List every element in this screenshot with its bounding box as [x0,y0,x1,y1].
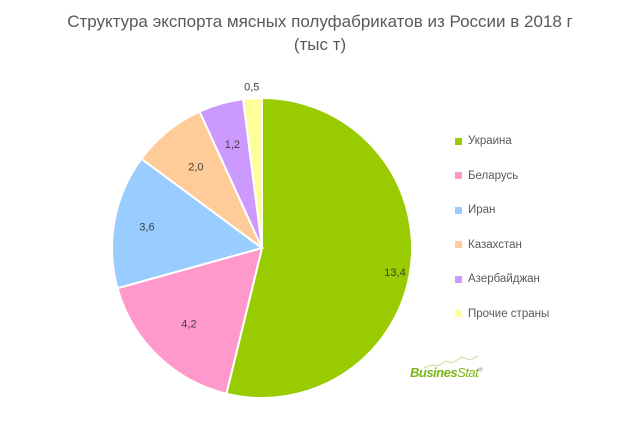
legend-swatch [455,241,462,249]
legend-item-other: Прочие страны [455,297,549,332]
legend-swatch [455,206,462,214]
legend: Украина Беларусь Иран Казахстан Азербайд… [455,124,549,331]
data-label: 2,0 [188,161,203,173]
legend-item-azerbaijan: Азербайджан [455,262,549,297]
legend-item-iran: Иран [455,193,549,228]
businesstat-logo: BusinesStat® [410,355,490,383]
pie-data-labels: 13,4 4,2 3,6 2,0 1,2 0,5 [139,81,405,330]
data-label: 0,5 [244,81,259,93]
legend-item-ukraine: Украина [455,124,549,159]
pie-slice-1 [116,246,264,395]
logo-graph-icon [423,355,479,369]
legend-swatch [455,310,462,318]
pie-slice-2 [111,157,265,290]
data-label: 4,2 [181,318,196,330]
chart-title-line1: Структура экспорта мясных полуфабрикатов… [67,12,573,31]
chart-title-line2: (тыс т) [293,35,347,54]
data-label: 3,6 [139,222,154,234]
chart-title: Структура экспорта мясных полуфабрикатов… [0,10,640,56]
pie-slice-5 [242,96,263,249]
legend-swatch [455,275,462,283]
pie-slices [111,96,413,399]
legend-item-belarus: Беларусь [455,159,549,194]
data-label: 13,4 [384,267,405,279]
pie-slice-0 [225,96,413,399]
data-label: 1,2 [225,139,240,151]
legend-swatch [455,137,462,145]
legend-swatch [455,172,462,180]
legend-item-kazakhstan: Казахстан [455,228,549,263]
